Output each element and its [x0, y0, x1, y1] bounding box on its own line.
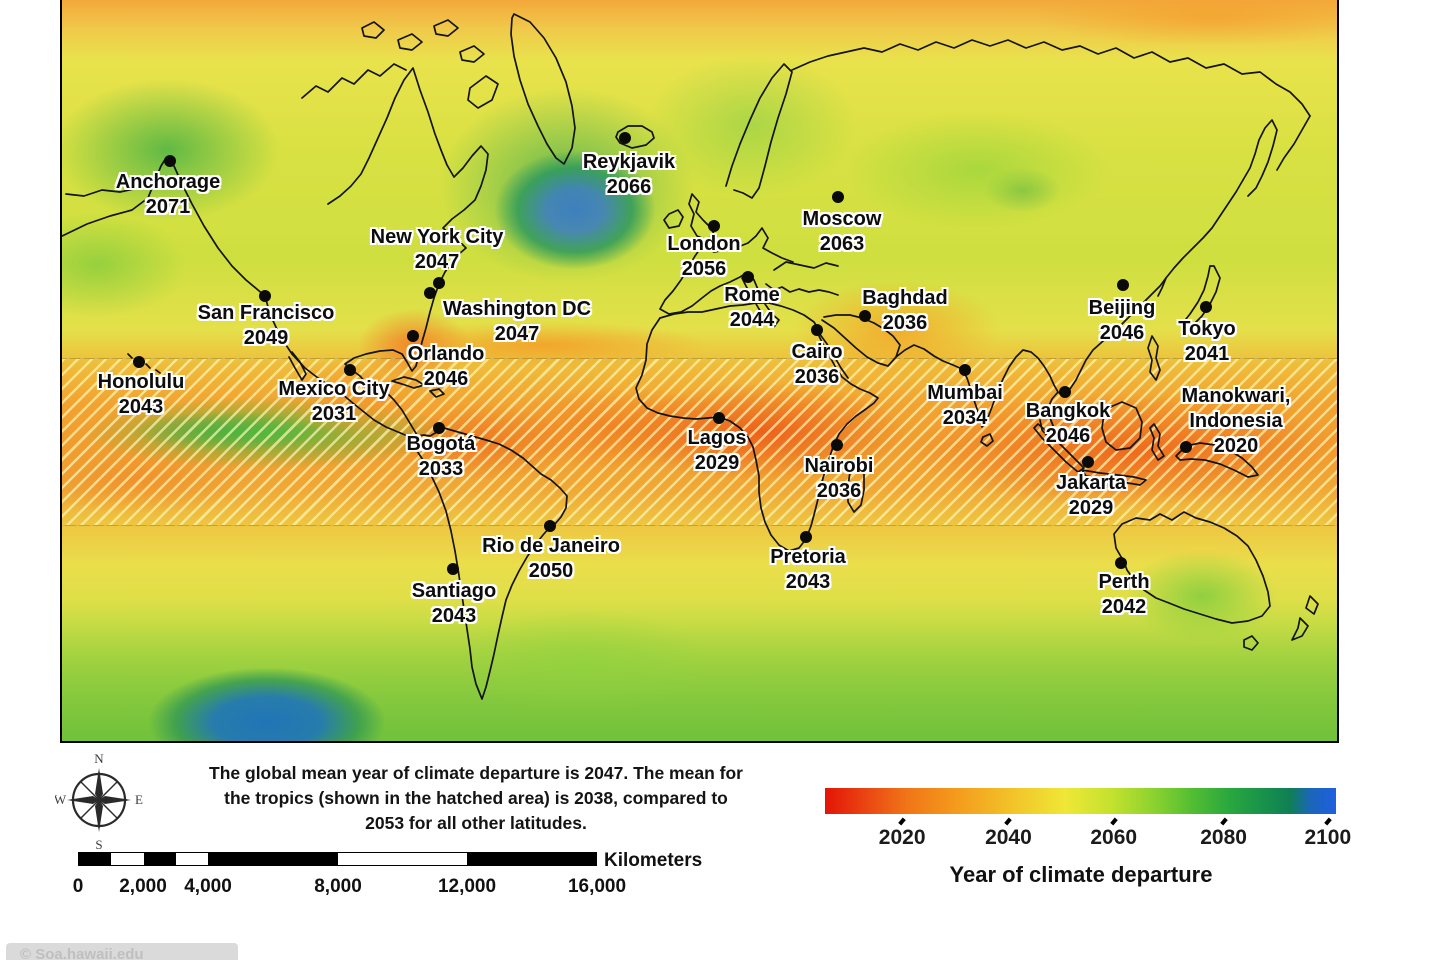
scale-label-2000: 2,000	[119, 876, 167, 897]
city-dot-beijing	[1117, 279, 1129, 291]
city-dot-moscow	[832, 191, 844, 203]
city-dot-mexico-city	[344, 364, 356, 376]
scale-label-16000: 16,000	[567, 876, 627, 897]
legend-note-line3: 2053 for all other latitudes.	[365, 813, 587, 833]
colorbar-tick-2040	[1004, 817, 1013, 826]
city-dot-rome	[742, 271, 754, 283]
compass-s: S	[95, 837, 102, 852]
city-label-orlando: Orlando 2046	[407, 343, 485, 390]
colorbar-tick-label-2100: 2100	[1304, 826, 1352, 849]
city-label-nairobi: Nairobi 2036	[804, 455, 874, 502]
city-label-washington-dc: Washington DC 2047	[442, 298, 592, 345]
city-label-baghdad: Baghdad 2036	[862, 287, 948, 334]
colorbar-tick-label-2080: 2080	[1200, 826, 1247, 849]
city-dot-cairo	[811, 324, 823, 336]
city-label-pretoria: Pretoria 2043	[770, 546, 846, 593]
coastlines	[62, 13, 1319, 700]
colorbar	[825, 788, 1336, 814]
scale-bar-segment-3	[175, 853, 209, 865]
city-dot-manokwari	[1180, 441, 1192, 453]
city-label-moscow: Moscow 2063	[802, 208, 882, 255]
city-dot-pretoria	[800, 531, 812, 543]
city-dot-bangkok	[1059, 386, 1071, 398]
city-dot-mumbai	[959, 364, 971, 376]
compass-rose: N E S W	[55, 752, 143, 852]
scale-bar-segment-6	[466, 853, 596, 865]
city-dot-new-york-city	[433, 277, 445, 289]
colorbar-tick-label-2020: 2020	[878, 826, 926, 849]
scale-bar-segment-0	[79, 853, 112, 865]
city-dot-tokyo	[1200, 301, 1212, 313]
city-label-jakarta: Jakarta 2029	[1055, 472, 1127, 519]
city-dot-rio	[544, 520, 556, 532]
city-dot-san-francisco	[259, 290, 271, 302]
city-label-tokyo: Tokyo 2041	[1178, 318, 1236, 365]
colorbar-title: Year of climate departure	[949, 862, 1213, 887]
legend-note-line2: the tropics (shown in the hatched area) …	[224, 788, 728, 808]
legend-note: The global mean year of climate departur…	[148, 761, 804, 836]
tropics-hatch-band	[62, 358, 1337, 526]
city-label-bangkok: Bangkok 2046	[1025, 400, 1111, 447]
city-label-rome: Rome 2044	[724, 284, 780, 331]
watermark: © Soa.hawaii.edu	[6, 943, 238, 960]
compass-e: E	[135, 792, 143, 807]
scale-bar-unit-label: Kilometers	[604, 850, 703, 871]
city-label-manokwari: Manokwari, Indonesia 2020	[1181, 385, 1291, 457]
city-dot-london	[708, 220, 720, 232]
colorbar-tick-2080	[1219, 817, 1228, 826]
scale-label-4000: 4,000	[184, 876, 232, 897]
scale-bar	[78, 852, 597, 866]
city-dot-washington-dc	[424, 287, 436, 299]
city-label-rio: Rio de Janeiro 2050	[482, 535, 620, 582]
city-label-mexico-city: Mexico City 2031	[278, 378, 390, 425]
colorbar-tick-2100	[1324, 817, 1332, 826]
scale-label-0: 0	[72, 876, 84, 897]
city-dot-baghdad	[859, 310, 871, 322]
legend-note-line1: The global mean year of climate departur…	[209, 763, 743, 783]
world-map: Anchorage 2071 San Francisco 2049 Honolulu 20…	[60, 0, 1339, 743]
city-label-mumbai: Mumbai 2034	[927, 382, 1003, 429]
colorbar-tick-label-2060: 2060	[1090, 826, 1138, 849]
city-label-perth: Perth 2042	[1098, 571, 1150, 618]
scale-bar-segment-5	[337, 853, 467, 865]
compass-w: W	[55, 792, 67, 807]
compass-n: N	[94, 752, 104, 766]
city-dot-reykjavik	[619, 132, 631, 144]
scale-bar-segment-2	[143, 853, 176, 865]
scale-bar-segment-1	[111, 853, 144, 865]
scale-bar-segment-4	[208, 853, 338, 865]
city-label-reykjavik: Reykjavik 2066	[582, 151, 676, 198]
city-label-london: London 2056	[667, 233, 741, 280]
city-dot-perth	[1115, 557, 1127, 569]
city-label-honolulu: Honolulu 2043	[97, 371, 185, 418]
city-label-beijing: Beijing 2046	[1088, 297, 1156, 344]
city-dot-anchorage	[164, 155, 176, 167]
colorbar-tick-2060	[1109, 817, 1118, 826]
city-label-san-francisco: San Francisco 2049	[197, 302, 335, 349]
city-dot-lagos	[713, 412, 725, 424]
city-dot-bogota	[433, 422, 445, 434]
city-label-new-york-city: New York City 2047	[370, 226, 504, 273]
city-label-bogota: Bogotá 2033	[406, 433, 476, 480]
scale-label-8000: 8,000	[314, 876, 362, 897]
city-label-anchorage: Anchorage 2071	[115, 171, 221, 218]
colorbar-tick-2020	[898, 817, 906, 826]
city-dot-santiago	[447, 563, 459, 575]
city-dot-orlando	[407, 330, 419, 342]
city-dot-nairobi	[831, 439, 843, 451]
city-label-cairo: Cairo 2036	[791, 341, 843, 388]
city-dot-honolulu	[133, 356, 145, 368]
colorbar-tick-label-2040: 2040	[985, 826, 1032, 849]
city-dot-jakarta	[1082, 456, 1094, 468]
scale-label-12000: 12,000	[437, 876, 497, 897]
city-label-lagos: Lagos 2029	[687, 427, 747, 474]
city-label-santiago: Santiago 2043	[411, 580, 497, 627]
